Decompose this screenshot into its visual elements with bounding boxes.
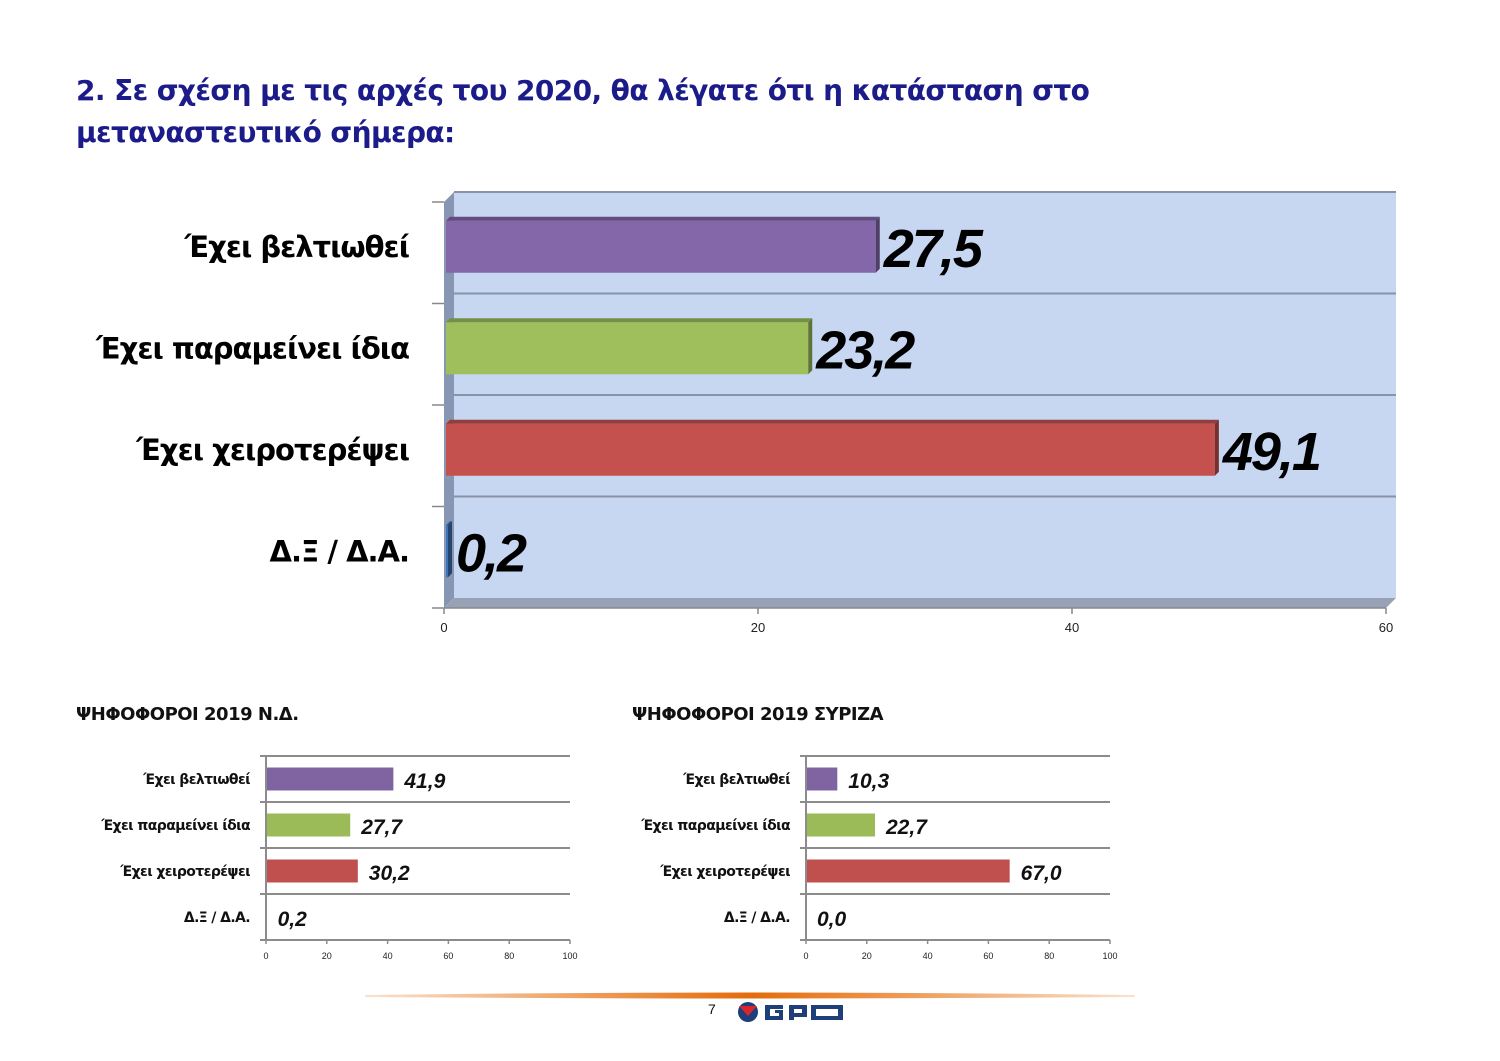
bar-front <box>446 220 876 273</box>
data-label: 23,2 <box>815 320 915 380</box>
data-label: 41,9 <box>403 770 445 793</box>
data-label: 0,2 <box>278 908 308 931</box>
bar-side <box>1214 419 1219 476</box>
bar-top <box>446 419 1219 424</box>
x-tick-label: 20 <box>322 951 332 961</box>
bar <box>446 419 1219 476</box>
bar-side <box>808 318 813 375</box>
bar <box>807 859 1010 883</box>
x-tick-label: 20 <box>862 951 872 961</box>
x-tick-label: 40 <box>923 951 933 961</box>
bar <box>446 318 813 375</box>
data-label: 10,3 <box>848 770 889 793</box>
bar <box>267 813 351 837</box>
data-label: 27,7 <box>360 816 403 839</box>
category-label: Έχει παραμείνει ίδια <box>95 331 409 365</box>
category-label: Έχει χειροτερέψει <box>135 433 409 467</box>
x-tick-label: 60 <box>983 951 993 961</box>
x-tick-label: 80 <box>504 951 514 961</box>
category-label: Έχει βελτιωθεί <box>142 772 250 788</box>
x-tick-label: 100 <box>1102 951 1117 961</box>
data-label: 67,0 <box>1021 862 1062 885</box>
category-label: Έχει παραμείνει ίδια <box>640 818 791 834</box>
nd-chart-title: ΨΗΦΟΦΟΡΟΙ 2019 Ν.Δ. <box>76 704 299 725</box>
bar-top <box>446 216 880 221</box>
bar <box>446 216 880 273</box>
x-tick-label: 60 <box>443 951 453 961</box>
nd-chart-marks: 0 20 40 60 80 100 41,9 Έχει βελτιωθεί 27,7 Έχει π… <box>100 755 578 961</box>
data-label: 27,5 <box>883 219 984 279</box>
x-tick-label: 40 <box>1065 620 1079 635</box>
data-label: 22,7 <box>885 816 928 839</box>
x-tick-label: 60 <box>1379 620 1393 635</box>
bar-top <box>446 318 813 323</box>
plot-floor <box>444 598 1396 608</box>
footer-divider <box>365 992 1135 999</box>
category-label: Έχει βελτιωθεί <box>682 772 790 788</box>
x-tick-label: 80 <box>1044 951 1054 961</box>
bar-side <box>875 216 880 273</box>
data-label: 30,2 <box>369 862 410 885</box>
bar <box>446 521 452 578</box>
x-tick-label: 40 <box>383 951 393 961</box>
plot-side-wall <box>444 192 454 608</box>
bar-top <box>446 521 452 526</box>
data-label: 0,0 <box>817 908 847 931</box>
x-tick-label: 0 <box>440 620 447 635</box>
x-tick-label: 20 <box>751 620 765 635</box>
bar-front <box>446 525 448 578</box>
x-tick-label: 0 <box>263 951 268 961</box>
page-title: 2. Σε σχέση με τις αρχές του 2020, θα λέ… <box>76 74 1090 149</box>
category-label: Έχει χειροτερέψει <box>119 864 250 880</box>
syriza-chart-title: ΨΗΦΟΦΟΡΟΙ 2019 ΣΥΡΙΖΑ <box>632 704 884 725</box>
bar <box>807 767 838 791</box>
bar-front <box>446 423 1215 476</box>
category-label: Έχει χειροτερέψει <box>659 864 790 880</box>
data-label: 49,1 <box>1222 422 1320 482</box>
category-label: Δ.Ξ / Δ.Α. <box>270 534 410 568</box>
category-label: Έχει βελτιωθεί <box>184 230 410 264</box>
syriza-chart-marks: 0 20 40 60 80 100 10,3 Έχει βελτιωθεί 22,7 Έχει π… <box>640 755 1118 961</box>
page-number: 7 <box>708 1001 716 1017</box>
category-label: Δ.Ξ / Δ.Α. <box>724 910 790 926</box>
category-label: Δ.Ξ / Δ.Α. <box>184 910 250 926</box>
x-tick-label: 100 <box>562 951 577 961</box>
data-label: 0,2 <box>456 523 527 583</box>
main-chart: 0 20 40 60 27,5 Έχει βελτιωθεί 23,2 Έχει παραμε… <box>95 191 1396 635</box>
x-tick-label: 0 <box>803 951 808 961</box>
gpo-logo <box>738 1002 843 1022</box>
category-label: Έχει παραμείνει ίδια <box>100 818 251 834</box>
bar <box>267 859 358 883</box>
bar-front <box>446 322 809 375</box>
bar <box>807 813 876 837</box>
bar <box>267 767 394 791</box>
bar-side <box>448 521 452 578</box>
